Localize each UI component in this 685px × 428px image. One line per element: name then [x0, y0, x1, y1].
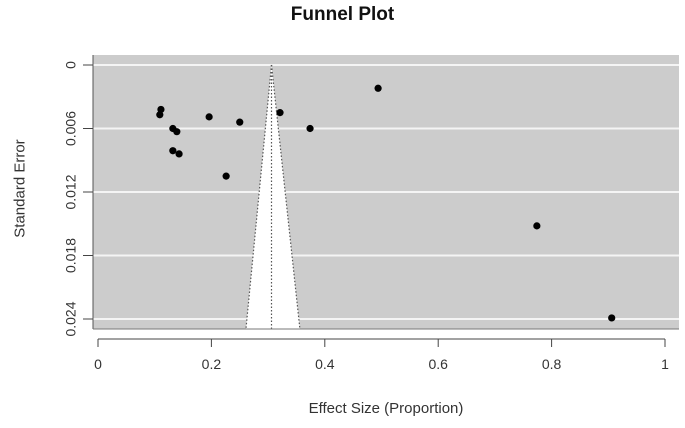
- data-point: [374, 84, 382, 92]
- funnel-right-bound: [270, 64, 301, 329]
- data-point: [608, 314, 616, 322]
- chart-title: Funnel Plot: [290, 4, 395, 25]
- funnel-left-bound: [245, 64, 273, 329]
- x-tick-label: 0.6: [428, 356, 448, 372]
- data-point: [236, 118, 244, 126]
- data-point: [276, 109, 284, 117]
- x-axis-label: Effect Size (Proportion): [308, 400, 464, 417]
- data-point: [173, 128, 181, 136]
- x-tick-label: 0.4: [315, 356, 335, 372]
- y-tick-label: 0.024: [63, 301, 79, 336]
- y-tick-label: 0: [63, 61, 79, 69]
- data-point: [169, 147, 177, 155]
- x-tick-label: 0.8: [542, 356, 562, 372]
- y-tick-label: 0.012: [63, 174, 79, 209]
- x-tick-label: 0.2: [202, 356, 222, 372]
- data-point: [175, 150, 183, 158]
- y-tick-label: 0.006: [63, 111, 79, 146]
- data-point: [222, 172, 230, 180]
- funnel-region: [245, 65, 300, 329]
- data-point: [205, 113, 213, 121]
- data-point: [156, 111, 164, 119]
- y-tick-label: 0.018: [63, 238, 79, 273]
- data-point: [306, 124, 314, 133]
- x-tick-label: 1: [661, 356, 669, 372]
- data-point: [533, 222, 541, 230]
- x-tick-label: 0: [94, 356, 102, 372]
